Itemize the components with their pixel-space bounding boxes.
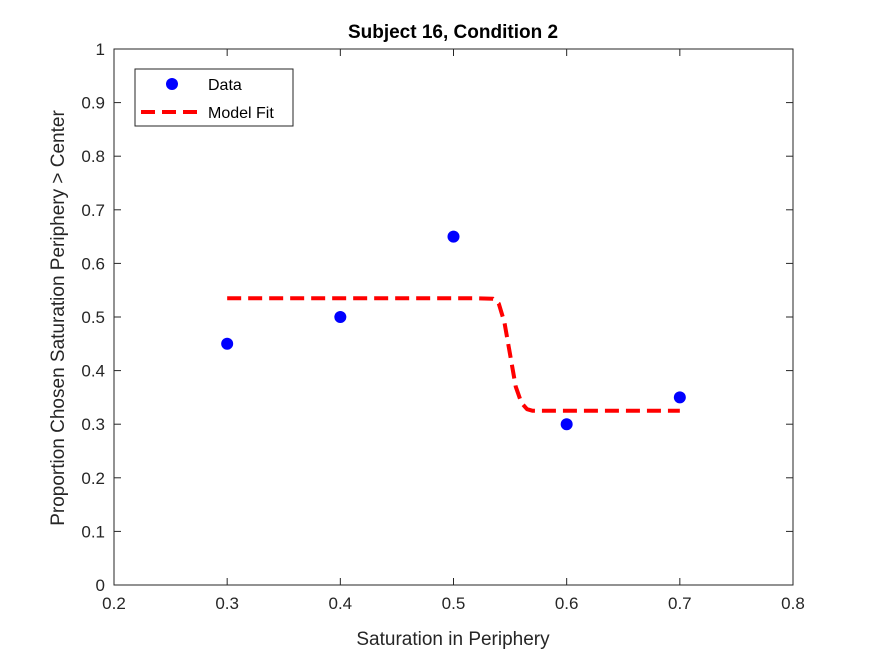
x-tick-label: 0.5 bbox=[442, 594, 466, 613]
y-axis-label: Proportion Chosen Saturation Periphery >… bbox=[48, 110, 69, 526]
y-tick-label: 0.6 bbox=[81, 254, 105, 273]
y-tick-label: 0.8 bbox=[81, 147, 105, 166]
y-tick-label: 1 bbox=[96, 40, 105, 59]
x-tick-label: 0.2 bbox=[102, 594, 126, 613]
y-tick-label: 0.7 bbox=[81, 201, 105, 220]
y-tick-label: 0.9 bbox=[81, 94, 105, 113]
data-point bbox=[447, 230, 460, 243]
legend: Data Model Fit bbox=[134, 68, 294, 127]
y-tick-label: 0.5 bbox=[81, 308, 105, 327]
data-point bbox=[221, 337, 234, 350]
x-tick-label: 0.8 bbox=[781, 594, 805, 613]
series-layer bbox=[221, 230, 686, 431]
data-point bbox=[673, 391, 686, 404]
data-point bbox=[334, 311, 347, 323]
data-point bbox=[560, 418, 573, 431]
ticks bbox=[113, 48, 794, 586]
y-tick-label: 0.3 bbox=[81, 415, 105, 434]
legend-label-data: Data bbox=[208, 77, 242, 94]
legend-box bbox=[134, 68, 294, 127]
x-axis-label: Saturation in Periphery bbox=[356, 629, 550, 650]
model-fit-line bbox=[227, 296, 680, 413]
y-tick-label: 0.4 bbox=[81, 362, 105, 381]
y-tick-label: 0 bbox=[96, 576, 105, 595]
x-tick-label: 0.6 bbox=[555, 594, 579, 613]
x-tick-label: 0.7 bbox=[668, 594, 692, 613]
legend-data-marker bbox=[166, 78, 178, 90]
plot-area bbox=[113, 48, 794, 586]
tick-labels: 0.2 0.3 0.4 0.5 0.6 0.7 0.8 0 0.1 0.2 0.3 0.4 0.5 0.6… bbox=[81, 40, 804, 613]
y-tick-label: 0.2 bbox=[81, 469, 105, 488]
legend-label-model-fit: Model Fit bbox=[208, 105, 274, 122]
x-tick-label: 0.4 bbox=[329, 594, 353, 613]
y-tick-label: 0.1 bbox=[81, 522, 105, 541]
x-tick-label: 0.3 bbox=[215, 594, 239, 613]
chart-title: Subject 16, Condition 2 bbox=[348, 22, 558, 43]
